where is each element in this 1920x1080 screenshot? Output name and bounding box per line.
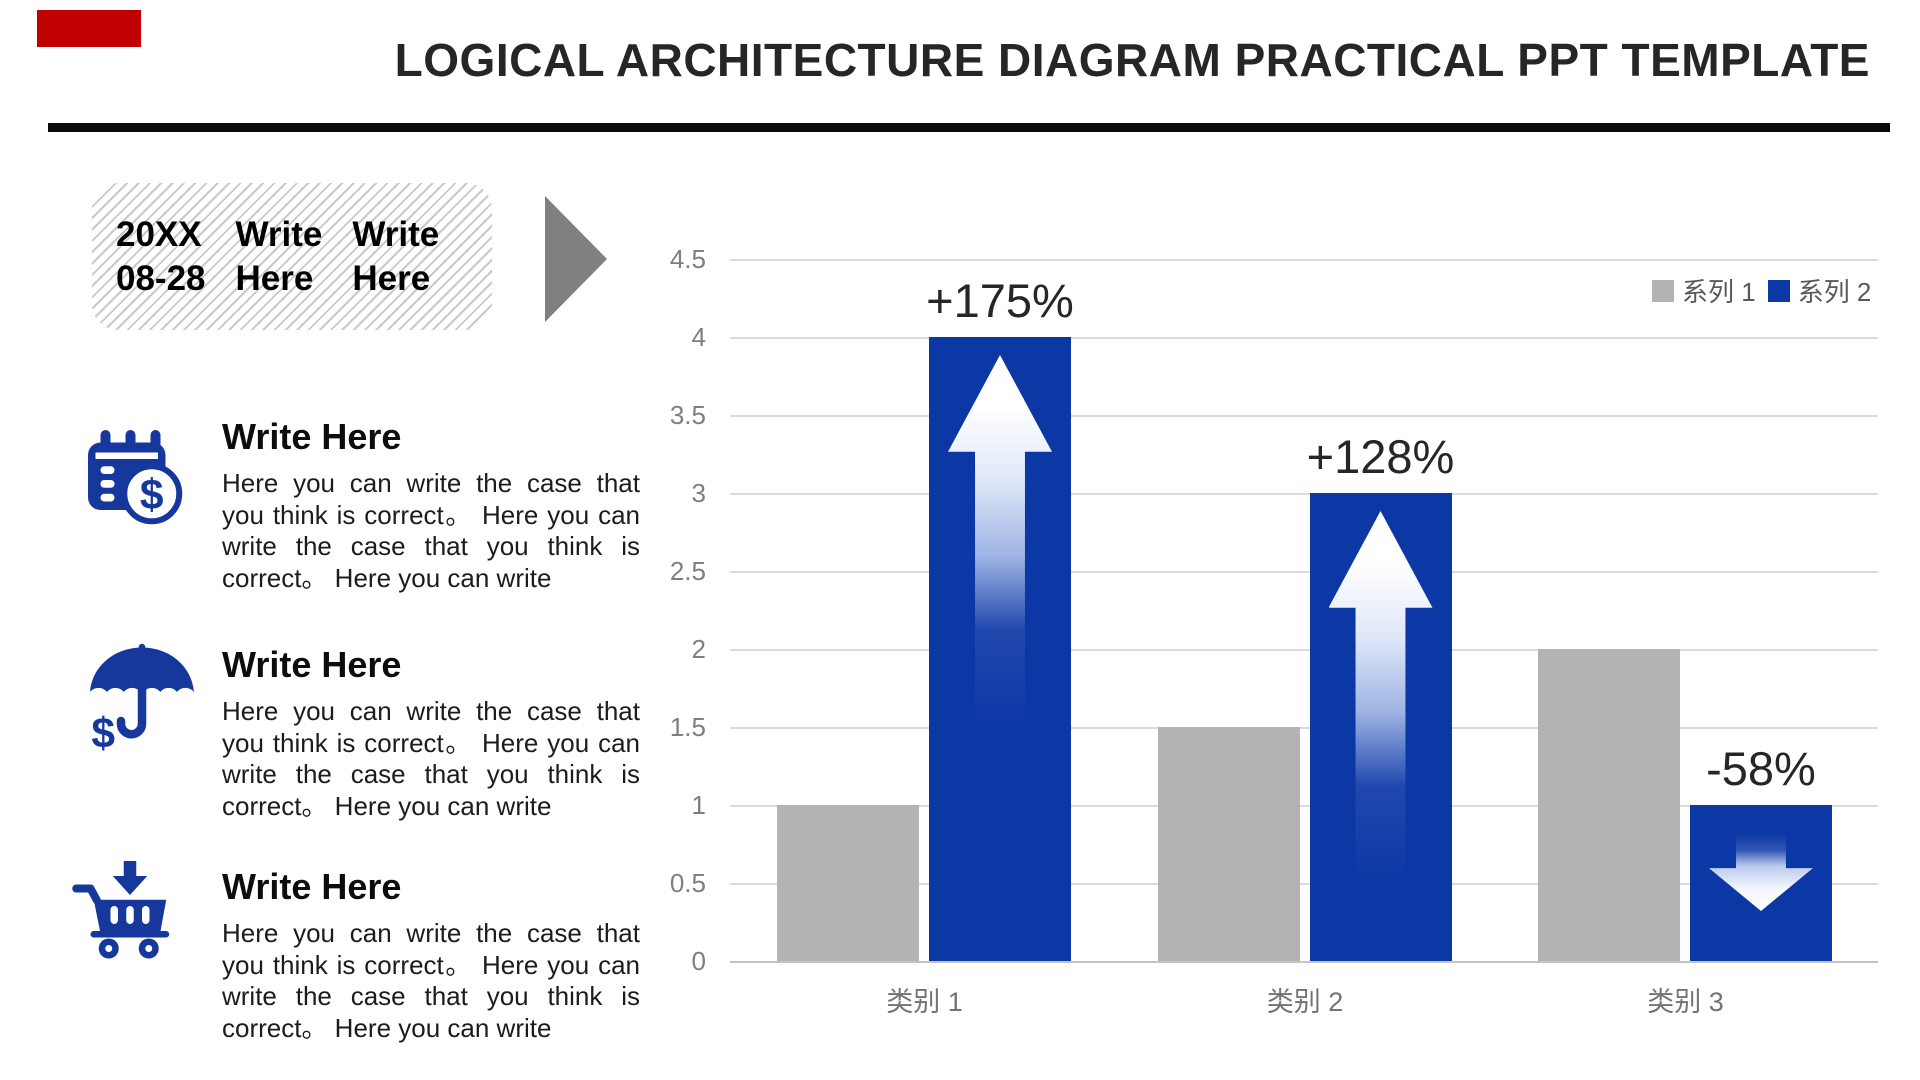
down-arrow-graphic xyxy=(1709,833,1813,911)
date-badge-day: 08-28 xyxy=(116,258,206,298)
section-1: Write Here Here you can write the case t… xyxy=(222,416,640,594)
title-divider xyxy=(48,123,1890,132)
bar-series1 xyxy=(1538,649,1680,961)
page-title: LOGICAL ARCHITECTURE DIAGRAM PRACTICAL P… xyxy=(394,34,1870,86)
y-axis-tick-label: 2 xyxy=(691,634,706,664)
gridline xyxy=(730,493,1878,495)
legend-swatch-series2 xyxy=(1767,279,1790,302)
cart-down-icon xyxy=(70,856,190,976)
legend-item: 系列 2 xyxy=(1767,272,1872,309)
change-annotation: +128% xyxy=(1306,430,1455,483)
y-axis-tick-label: 2.5 xyxy=(669,556,706,586)
bar-series2 xyxy=(929,337,1071,961)
section-title: Write Here xyxy=(222,416,402,457)
y-axis-tick-label: 3 xyxy=(691,478,706,508)
svg-text:$: $ xyxy=(91,711,115,758)
red-accent-bar xyxy=(37,10,141,47)
gridline xyxy=(730,727,1878,729)
gridline xyxy=(730,649,1878,651)
gridline xyxy=(730,961,1878,963)
change-annotation: -58% xyxy=(1706,742,1816,795)
y-axis-tick-label: 0.5 xyxy=(669,868,706,898)
y-axis-tick-label: 4 xyxy=(691,322,706,352)
x-axis-category-label: 类别 1 xyxy=(886,987,963,1017)
gridline xyxy=(730,883,1878,885)
gridline xyxy=(730,805,1878,807)
up-arrow-graphic xyxy=(1328,511,1433,883)
section-3: Write Here Here you can write the case t… xyxy=(222,866,640,1044)
change-annotation: +175% xyxy=(926,274,1074,327)
date-badge-text: Here xyxy=(235,258,314,298)
right-arrow-shape xyxy=(545,196,607,322)
date-badge-column: 20XX 08-28 xyxy=(116,213,206,301)
gridline xyxy=(730,337,1878,339)
x-axis-category-label: 类别 2 xyxy=(1266,987,1344,1017)
y-axis-tick-label: 1 xyxy=(691,790,706,820)
x-axis-category-label: 类别 3 xyxy=(1647,987,1724,1017)
date-badge-column: Write Here xyxy=(352,213,439,301)
calendar-dollar-icon: $ xyxy=(78,420,198,540)
legend-label: 系列 2 xyxy=(1797,277,1872,307)
up-arrow-graphic xyxy=(948,355,1052,727)
y-axis-tick-label: 4.5 xyxy=(669,244,706,274)
legend-swatch-series1 xyxy=(1652,279,1674,302)
svg-text:$: $ xyxy=(140,472,164,519)
date-badge-text: Write xyxy=(235,214,323,254)
section-body: Here you can write the case that you thi… xyxy=(222,696,640,821)
bar-series1 xyxy=(1157,727,1300,961)
section-title: Write Here xyxy=(222,644,402,685)
bar-series1 xyxy=(777,805,919,961)
legend-item: 系列 1 xyxy=(1652,272,1756,309)
y-axis-tick-label: 0 xyxy=(691,946,706,976)
y-axis-tick-label: 3.5 xyxy=(669,400,706,430)
date-badge-text: Write xyxy=(352,214,440,254)
section-2: Write Here Here you can write the case t… xyxy=(222,644,640,822)
gridline xyxy=(730,259,1878,261)
bar-series2 xyxy=(1690,805,1832,961)
date-badge-year: 20XX xyxy=(116,214,202,254)
section-body: Here you can write the case that you thi… xyxy=(222,468,640,593)
date-badge-text: Here xyxy=(352,258,431,298)
y-axis-tick-label: 1.5 xyxy=(669,712,706,742)
gridline xyxy=(730,571,1878,573)
umbrella-dollar-icon: $ xyxy=(82,640,202,760)
date-badge: 20XX 08-28 Write Here Write Here xyxy=(92,183,492,330)
section-body: Here you can write the case that you thi… xyxy=(222,918,640,1043)
legend-label: 系列 1 xyxy=(1682,277,1756,307)
date-badge-column: Write Here xyxy=(236,213,323,301)
bar-series2 xyxy=(1309,493,1452,961)
chart-legend: 系列 1 系列 2 xyxy=(1652,272,1871,309)
gridline xyxy=(730,415,1878,417)
section-title: Write Here xyxy=(222,866,402,907)
